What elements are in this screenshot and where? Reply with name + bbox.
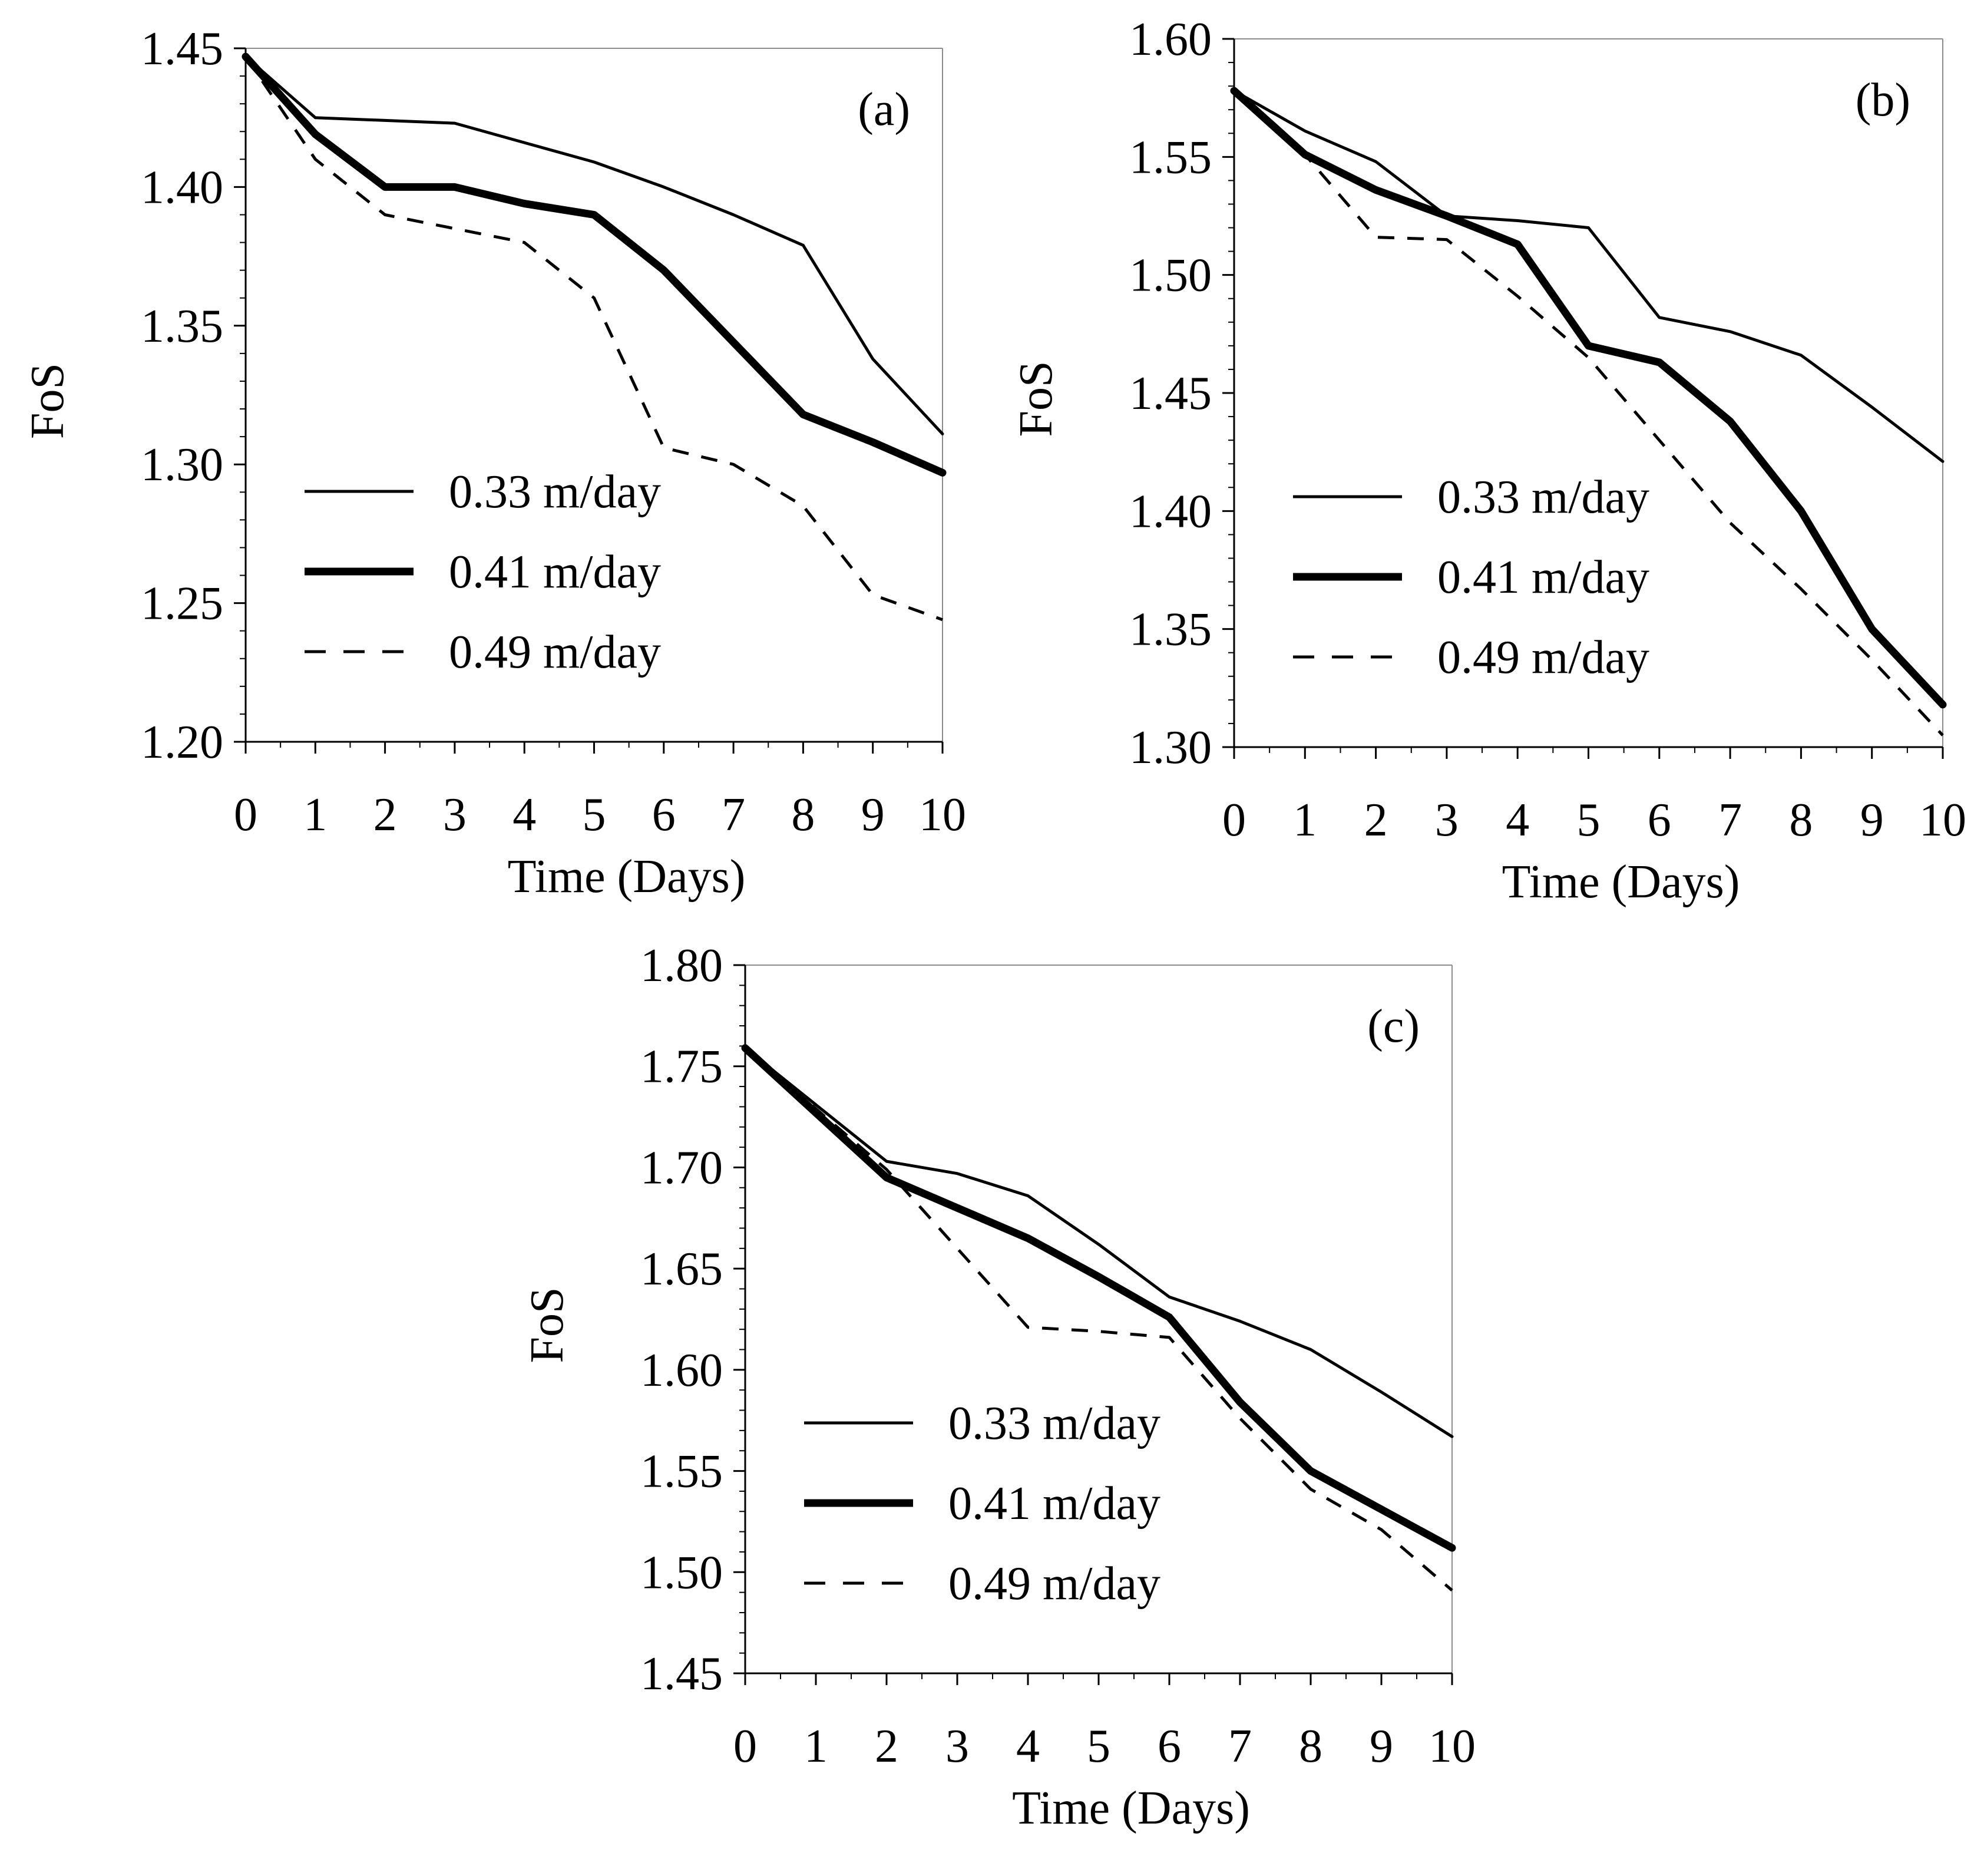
y-tick-label: 1.60: [1129, 14, 1212, 65]
y-tick-label: 1.55: [1129, 131, 1212, 183]
panel-c: 1.45 1.50 1.55 1.60 1.65 1.70 1.75 1.80 0 1 2 3 4 5 6 7…: [521, 940, 1476, 1834]
x-tick-label: 3: [443, 789, 467, 841]
x-tick-label: 3: [945, 1720, 969, 1772]
y-tick-label: 1.80: [640, 940, 723, 992]
x-tick-label: 5: [1577, 794, 1601, 846]
x-tick-label: 1: [1293, 794, 1317, 846]
panel-label: (b): [1856, 74, 1910, 126]
panel-a: 1.20 1.25 1.30 1.35 1.40 1.45 0 1 2 3 4 5 6 7 8 9 10 Time…: [22, 23, 966, 903]
x-tick-label: 2: [1364, 794, 1388, 846]
legend-label: 0.41 m/day: [1437, 551, 1649, 603]
panel-b: 1.30 1.35 1.40 1.45 1.50 1.55 1.60 0 1 2 3 4 5 6 7 8 9 10…: [1010, 14, 1966, 908]
x-tick-label: 4: [512, 789, 536, 841]
y-tick-label: 1.50: [640, 1547, 723, 1598]
x-tick-label: 1: [303, 789, 327, 841]
x-tick-label: 9: [861, 789, 885, 841]
x-tick-label: 3: [1435, 794, 1459, 846]
series-line-0-33-m-day: [1232, 89, 1945, 463]
x-tick-label: 9: [1860, 794, 1884, 846]
x-tick-label: 10: [1429, 1720, 1476, 1772]
x-tick-label: 2: [373, 789, 397, 841]
series-line-0-41-m-day: [242, 52, 947, 477]
y-tick-label: 1.60: [640, 1345, 723, 1396]
x-tick-label: 2: [875, 1720, 898, 1772]
y-tick-label: 1.75: [640, 1041, 723, 1093]
y-tick-label: 1.45: [1129, 368, 1212, 420]
y-tick-label: 1.55: [640, 1446, 723, 1498]
x-tick-label: 4: [1506, 794, 1529, 846]
x-tick-label: 8: [791, 789, 815, 841]
legend-label: 0.33 m/day: [948, 1398, 1160, 1449]
series-line-0-33-m-day: [743, 1046, 1454, 1438]
x-tick-label: 9: [1370, 1720, 1393, 1772]
y-tick-label: 1.70: [640, 1142, 723, 1194]
series-line-0-49-m-day: [744, 1046, 1453, 1592]
series-line-0-49-m-day: [1233, 90, 1944, 736]
y-axis-label: FoS: [22, 363, 74, 439]
series-line-0-41-m-day: [1230, 87, 1947, 709]
x-tick-label: 1: [804, 1720, 828, 1772]
x-tick-label: 10: [919, 789, 966, 841]
y-tick-label: 1.40: [1129, 485, 1212, 537]
y-tick-label: 1.30: [1129, 722, 1212, 774]
series-line-0-49-m-day: [244, 55, 943, 622]
y-tick-label: 1.65: [640, 1243, 723, 1295]
x-tick-label: 0: [234, 789, 257, 841]
x-tick-label: 4: [1016, 1720, 1040, 1772]
x-tick-label: 0: [733, 1720, 757, 1772]
y-tick-label: 1.50: [1129, 250, 1212, 302]
y-tick-label: 1.45: [640, 1648, 723, 1700]
y-axis-label: FoS: [521, 1287, 573, 1363]
series-line-0-33-m-day: [244, 55, 944, 435]
y-axis-label: FoS: [1010, 361, 1062, 437]
x-tick-label: 0: [1222, 794, 1246, 846]
y-tick-label: 1.35: [1129, 604, 1212, 656]
x-axis-label: Time (Days): [1502, 856, 1740, 908]
x-axis-label: Time (Days): [508, 851, 746, 903]
y-tick-label: 1.20: [141, 716, 223, 768]
legend-label: 0.41 m/day: [449, 546, 661, 598]
x-tick-label: 10: [1919, 794, 1966, 846]
panel-label: (c): [1367, 1000, 1420, 1052]
y-tick-label: 1.35: [141, 300, 223, 352]
legend-label: 0.49 m/day: [449, 626, 661, 678]
x-tick-label: 8: [1299, 1720, 1322, 1772]
x-tick-label: 8: [1789, 794, 1813, 846]
legend-label: 0.33 m/day: [1437, 471, 1649, 523]
x-tick-label: 7: [1718, 794, 1742, 846]
x-axis-label: Time (Days): [1012, 1782, 1250, 1834]
series-line-0-41-m-day: [741, 1044, 1456, 1552]
x-tick-label: 7: [722, 789, 745, 841]
y-tick-label: 1.25: [141, 578, 223, 630]
y-tick-label: 1.30: [141, 439, 223, 491]
x-tick-label: 6: [1648, 794, 1671, 846]
y-tick-label: 1.45: [141, 23, 223, 75]
x-tick-label: 6: [1158, 1720, 1181, 1772]
x-tick-label: 6: [652, 789, 676, 841]
y-tick-label: 1.40: [141, 161, 223, 213]
legend-label: 0.41 m/day: [948, 1478, 1160, 1530]
legend-label: 0.49 m/day: [948, 1558, 1160, 1610]
panel-label: (a): [858, 84, 910, 136]
legend-label: 0.49 m/day: [1437, 632, 1649, 683]
x-tick-label: 5: [1087, 1720, 1110, 1772]
x-tick-label: 7: [1228, 1720, 1252, 1772]
legend-label: 0.33 m/day: [449, 466, 661, 518]
x-tick-label: 5: [583, 789, 606, 841]
